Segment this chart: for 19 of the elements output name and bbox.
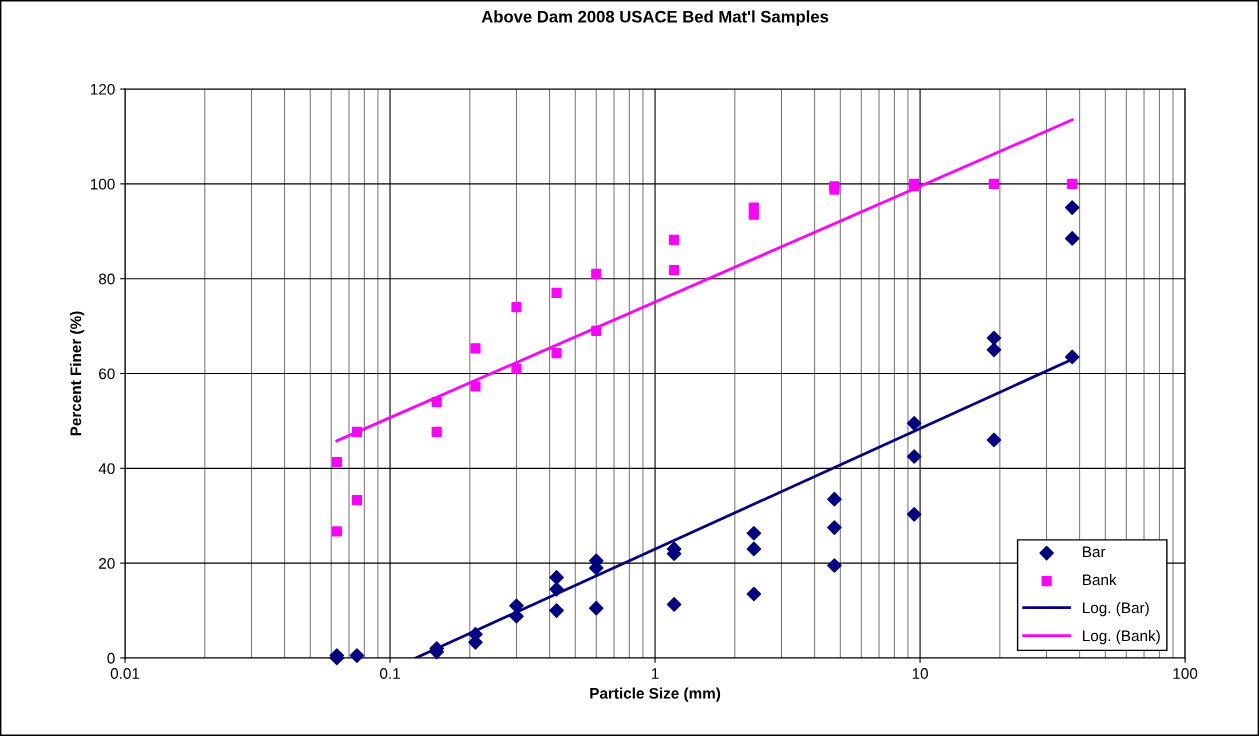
legend-label: Log. (Bar): [1083, 602, 1149, 617]
y-tick-label: 0: [107, 652, 115, 664]
x-tick-label: 0.1: [380, 668, 400, 679]
x-tick-label: 1: [651, 668, 659, 679]
chart-title: Above Dam 2008 USACE Bed Mat'l Samples: [481, 10, 829, 26]
y-tick-label: 60: [99, 368, 115, 380]
y-tick-label: 40: [98, 463, 115, 475]
y-tick-label: 80: [98, 273, 115, 285]
legend-label: Bar: [1083, 546, 1106, 558]
y-axis-title: Percent Finer (%): [70, 311, 85, 436]
y-tick-label: 120: [90, 83, 115, 95]
legend-label: Log. (Bank): [1083, 629, 1160, 645]
x-tick-label: 10: [912, 668, 928, 679]
y-tick-label: 20: [99, 558, 115, 569]
legend-label: Bank: [1083, 574, 1117, 586]
y-tick-label: 100: [90, 178, 115, 190]
x-axis-title: Particle Size (mm): [590, 687, 721, 702]
x-tick-label: 100: [1173, 668, 1198, 679]
x-tick-label: 0.01: [110, 668, 140, 679]
